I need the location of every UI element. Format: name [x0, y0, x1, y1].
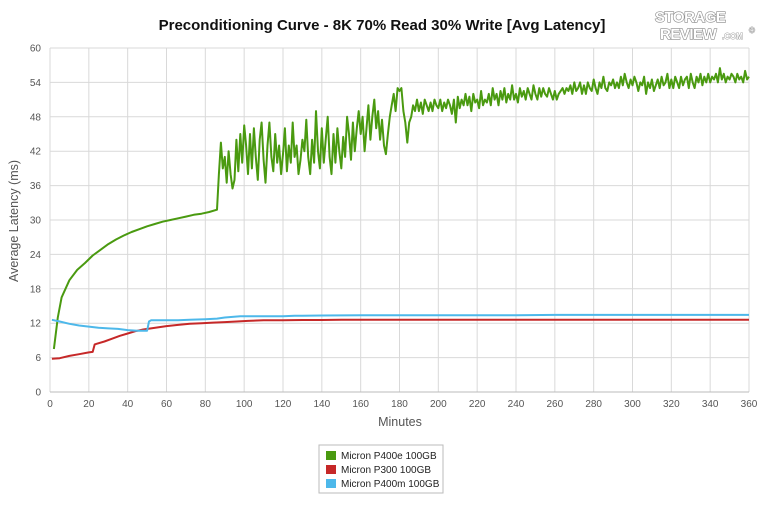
x-tick-label: 360 — [741, 399, 758, 410]
legend-box — [318, 444, 444, 494]
legend-label-2: Micron P300 100GB — [341, 465, 431, 476]
logo-mark: ® — [749, 26, 755, 35]
y-tick-label: 0 — [35, 388, 41, 399]
x-tick-label: 320 — [663, 399, 680, 410]
x-tick-label: 60 — [161, 399, 173, 410]
legend: Micron P400e 100GB Micron P300 100GB Micro… — [318, 444, 444, 494]
x-tick-label: 20 — [83, 399, 95, 410]
y-tick-label: 18 — [30, 284, 42, 295]
x-tick-label: 40 — [122, 399, 134, 410]
x-tick-label: 160 — [352, 399, 369, 410]
x-tick-label: 240 — [508, 399, 525, 410]
y-tick-label: 48 — [30, 112, 42, 123]
chart-title: Preconditioning Curve - 8K 70% Read 30% … — [159, 17, 606, 34]
data-series — [51, 67, 750, 360]
x-tick-label: 100 — [236, 399, 253, 410]
x-axis-label: Minutes — [378, 415, 422, 429]
legend-swatch-2 — [326, 465, 336, 474]
logo-line2: REVIEW — [660, 26, 718, 43]
x-tick-label: 300 — [624, 399, 641, 410]
series-line-2 — [51, 318, 749, 360]
logo-suffix: .COM — [722, 32, 743, 41]
y-axis-label: Average Latency (ms) — [7, 160, 21, 282]
x-tick-label: 80 — [200, 399, 212, 410]
y-tick-label: 60 — [30, 44, 42, 55]
x-tick-label: 180 — [391, 399, 408, 410]
logo-line1: STORAGE — [655, 9, 726, 26]
legend-swatch-3 — [326, 479, 336, 488]
y-tick-label: 54 — [30, 78, 42, 89]
x-tick-label: 120 — [275, 399, 292, 410]
grid-lines — [49, 47, 750, 392]
x-tick-label: 280 — [585, 399, 602, 410]
y-tick-label: 30 — [30, 216, 42, 227]
y-tick-labels: 0 6 12 18 24 30 36 42 48 54 60 — [30, 44, 42, 399]
series-line-3 — [51, 313, 749, 332]
y-tick-label: 36 — [30, 181, 42, 192]
x-tick-label: 140 — [313, 399, 330, 410]
y-tick-label: 6 — [35, 353, 41, 364]
x-tick-label: 200 — [430, 399, 447, 410]
x-tick-label: 340 — [702, 399, 719, 410]
y-tick-label: 12 — [30, 319, 42, 330]
legend-label-3: Micron P400m 100GB — [341, 479, 440, 490]
x-tick-label: 0 — [47, 399, 53, 410]
series-line-1 — [52, 67, 750, 350]
x-tick-label: 260 — [546, 399, 563, 410]
site-logo: STORAGE REVIEW .COM ® — [654, 8, 755, 43]
y-tick-label: 24 — [30, 250, 42, 261]
legend-swatch-1 — [326, 451, 336, 460]
x-tick-labels: 0 20 40 60 80 100 120 140 160 180 200 220 240 260 280 3… — [47, 399, 758, 410]
x-tick-label: 220 — [469, 399, 486, 410]
y-tick-label: 42 — [30, 147, 42, 158]
legend-label-1: Micron P400e 100GB — [341, 451, 437, 462]
